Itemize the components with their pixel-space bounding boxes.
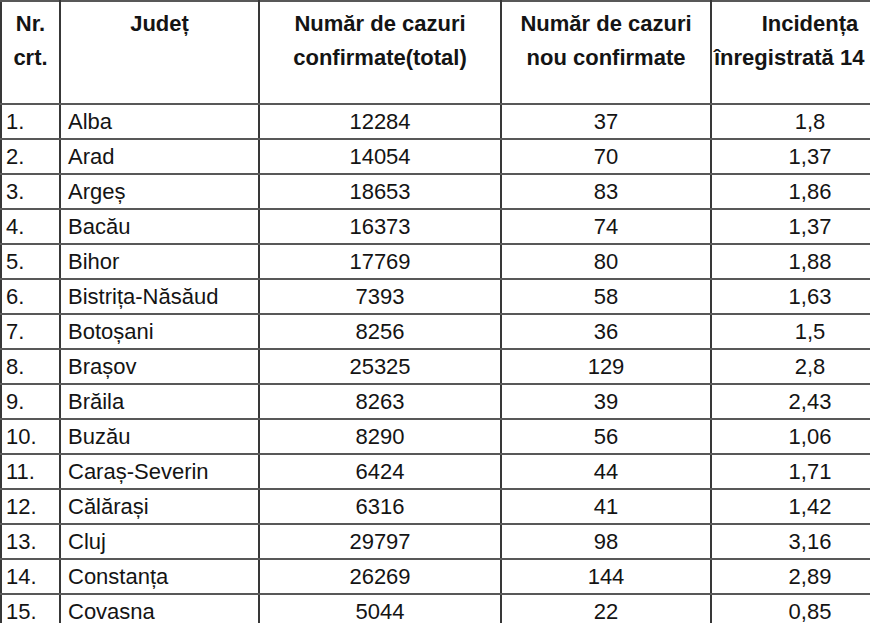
cell-total: 29797 (259, 524, 501, 559)
table-header: Nr. crt. Județ Număr de cazuri confirmat… (1, 1, 870, 104)
cell-total: 6424 (259, 454, 501, 489)
cell-nr: 12. (1, 489, 60, 524)
cell-nr: 14. (1, 559, 60, 594)
cell-total: 14054 (259, 139, 501, 174)
table-row: 7.Botoșani8256361,5 (1, 314, 870, 349)
cell-nou: 22 (501, 594, 711, 623)
cell-judet: Argeș (60, 174, 259, 209)
cell-nou: 58 (501, 279, 711, 314)
table-body: 1.Alba12284371,82.Arad14054701,373.Argeș… (1, 104, 870, 623)
cell-judet: Buzău (60, 419, 259, 454)
cell-nou: 44 (501, 454, 711, 489)
table-row: 14.Constanța262691442,89 (1, 559, 870, 594)
covid-county-table: Nr. crt. Județ Număr de cazuri confirmat… (0, 0, 870, 623)
cell-nr: 15. (1, 594, 60, 623)
cell-judet: Constanța (60, 559, 259, 594)
header-incidenta-14zile: Incidența înregistrată 14 zile (711, 1, 870, 104)
header-cazuri-nou: Număr de cazuri nou confirmate (501, 1, 711, 104)
cell-judet: Călărași (60, 489, 259, 524)
cell-incidenta: 0,85 (711, 594, 870, 623)
table-row: 1.Alba12284371,8 (1, 104, 870, 139)
cell-total: 12284 (259, 104, 501, 139)
cell-total: 26269 (259, 559, 501, 594)
header-cazuri-total: Număr de cazuri confirmate(total) (259, 1, 501, 104)
table-row: 11.Caraș-Severin6424441,71 (1, 454, 870, 489)
cell-judet: Brașov (60, 349, 259, 384)
table-row: 13.Cluj29797983,16 (1, 524, 870, 559)
cell-nou: 74 (501, 209, 711, 244)
table-row: 6.Bistrița-Năsăud7393581,63 (1, 279, 870, 314)
cell-nr: 5. (1, 244, 60, 279)
cell-incidenta: 1,42 (711, 489, 870, 524)
cell-judet: Cluj (60, 524, 259, 559)
cell-nr: 8. (1, 349, 60, 384)
cell-nou: 41 (501, 489, 711, 524)
cell-incidenta: 2,8 (711, 349, 870, 384)
cell-nr: 2. (1, 139, 60, 174)
cell-incidenta: 1,06 (711, 419, 870, 454)
cell-nou: 83 (501, 174, 711, 209)
cell-nou: 70 (501, 139, 711, 174)
cell-incidenta: 2,89 (711, 559, 870, 594)
cell-incidenta: 1,86 (711, 174, 870, 209)
cell-judet: Alba (60, 104, 259, 139)
cell-nr: 10. (1, 419, 60, 454)
cell-incidenta: 1,71 (711, 454, 870, 489)
cell-nou: 98 (501, 524, 711, 559)
cell-nr: 9. (1, 384, 60, 419)
table-row: 2.Arad14054701,37 (1, 139, 870, 174)
cell-nr: 6. (1, 279, 60, 314)
cell-total: 18653 (259, 174, 501, 209)
cell-incidenta: 3,16 (711, 524, 870, 559)
cell-nou: 144 (501, 559, 711, 594)
cell-nr: 3. (1, 174, 60, 209)
cell-total: 17769 (259, 244, 501, 279)
cell-nou: 36 (501, 314, 711, 349)
cell-total: 8290 (259, 419, 501, 454)
cell-nou: 80 (501, 244, 711, 279)
header-nr-crt: Nr. crt. (1, 1, 60, 104)
cell-incidenta: 1,8 (711, 104, 870, 139)
header-judet: Județ (60, 1, 259, 104)
cell-incidenta: 1,37 (711, 209, 870, 244)
cell-nou: 129 (501, 349, 711, 384)
cell-nr: 13. (1, 524, 60, 559)
cell-incidenta: 2,43 (711, 384, 870, 419)
cell-nr: 4. (1, 209, 60, 244)
cell-judet: Covasna (60, 594, 259, 623)
cell-judet: Caraș-Severin (60, 454, 259, 489)
cell-nou: 56 (501, 419, 711, 454)
cell-judet: Botoșani (60, 314, 259, 349)
cell-total: 7393 (259, 279, 501, 314)
cell-judet: Brăila (60, 384, 259, 419)
table-row: 12.Călărași6316411,42 (1, 489, 870, 524)
table-row: 5.Bihor17769801,88 (1, 244, 870, 279)
cell-total: 5044 (259, 594, 501, 623)
header-row: Nr. crt. Județ Număr de cazuri confirmat… (1, 1, 870, 104)
table-row: 3.Argeș18653831,86 (1, 174, 870, 209)
table-row: 8.Brașov253251292,8 (1, 349, 870, 384)
cell-nr: 1. (1, 104, 60, 139)
cell-incidenta: 1,37 (711, 139, 870, 174)
cell-total: 8263 (259, 384, 501, 419)
cell-nou: 37 (501, 104, 711, 139)
cell-nr: 11. (1, 454, 60, 489)
cell-nr: 7. (1, 314, 60, 349)
cell-total: 8256 (259, 314, 501, 349)
cell-judet: Bihor (60, 244, 259, 279)
table-row: 9.Brăila8263392,43 (1, 384, 870, 419)
cell-total: 16373 (259, 209, 501, 244)
cell-total: 6316 (259, 489, 501, 524)
cell-total: 25325 (259, 349, 501, 384)
cell-judet: Bistrița-Năsăud (60, 279, 259, 314)
cell-judet: Arad (60, 139, 259, 174)
table-row: 10.Buzău8290561,06 (1, 419, 870, 454)
cell-incidenta: 1,63 (711, 279, 870, 314)
table-row: 15.Covasna5044220,85 (1, 594, 870, 623)
cell-incidenta: 1,5 (711, 314, 870, 349)
cell-nou: 39 (501, 384, 711, 419)
cell-judet: Bacău (60, 209, 259, 244)
cell-incidenta: 1,88 (711, 244, 870, 279)
table-row: 4.Bacău16373741,37 (1, 209, 870, 244)
